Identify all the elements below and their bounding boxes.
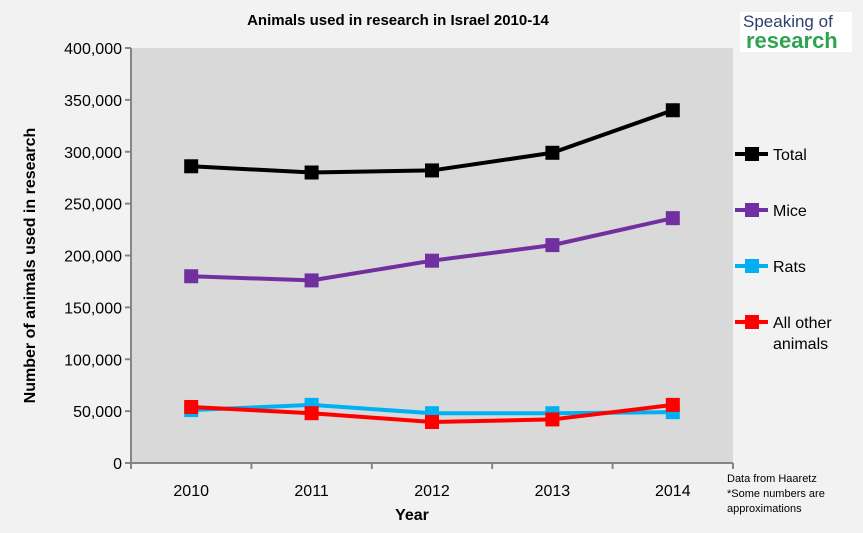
speaking-of-research-logo: Speaking of research (740, 12, 852, 52)
data-point (304, 165, 319, 180)
legend-label: Rats (773, 259, 806, 276)
legend-marker (745, 203, 759, 217)
data-point (184, 159, 199, 174)
legend-label: Mice (773, 203, 807, 220)
x-axis-label: Year (395, 507, 429, 524)
legend-marker (745, 147, 759, 161)
y-tick-label: 400,000 (64, 41, 122, 58)
chart-title: Animals used in research in Israel 2010-… (247, 12, 549, 29)
y-tick-label: 0 (113, 456, 122, 473)
y-tick-label: 350,000 (64, 93, 122, 110)
logo-line1: Speaking of (743, 12, 833, 31)
note-line: *Some numbers are (727, 488, 825, 500)
legend-marker (745, 259, 759, 273)
data-point (304, 273, 319, 288)
data-point (425, 163, 439, 178)
data-point (665, 211, 680, 226)
data-point (425, 415, 439, 430)
note-line: Data from Haaretz (727, 473, 817, 485)
y-tick-label: 100,000 (64, 352, 122, 369)
y-axis-label: Number of animals used in research (22, 128, 39, 404)
x-tick-label: 2013 (535, 483, 571, 500)
data-point (425, 253, 439, 268)
legend-label: All other (773, 315, 832, 332)
note-line: approximations (727, 503, 802, 515)
x-tick-label: 2011 (294, 483, 329, 500)
y-tick-label: 300,000 (64, 145, 122, 162)
logo-line2: research (746, 28, 838, 53)
x-tick-label: 2012 (414, 483, 450, 500)
data-point (184, 399, 199, 414)
y-tick-label: 150,000 (64, 300, 122, 317)
x-tick-label: 2010 (173, 483, 209, 500)
y-tick-label: 200,000 (64, 249, 122, 266)
legend-label: Total (773, 147, 807, 164)
legend-marker (745, 315, 759, 329)
legend-label: animals (773, 336, 828, 353)
data-point (304, 406, 319, 421)
y-tick-label: 50,000 (73, 404, 122, 421)
data-point (545, 145, 560, 160)
data-point (665, 397, 680, 412)
data-point (545, 238, 560, 253)
data-point (665, 103, 680, 118)
x-tick-label: 2014 (655, 483, 691, 500)
y-tick-label: 250,000 (64, 197, 122, 214)
source-note: Data from Haaretz *Some numbers are appr… (727, 472, 825, 517)
data-point (184, 269, 199, 284)
data-point (545, 412, 560, 427)
